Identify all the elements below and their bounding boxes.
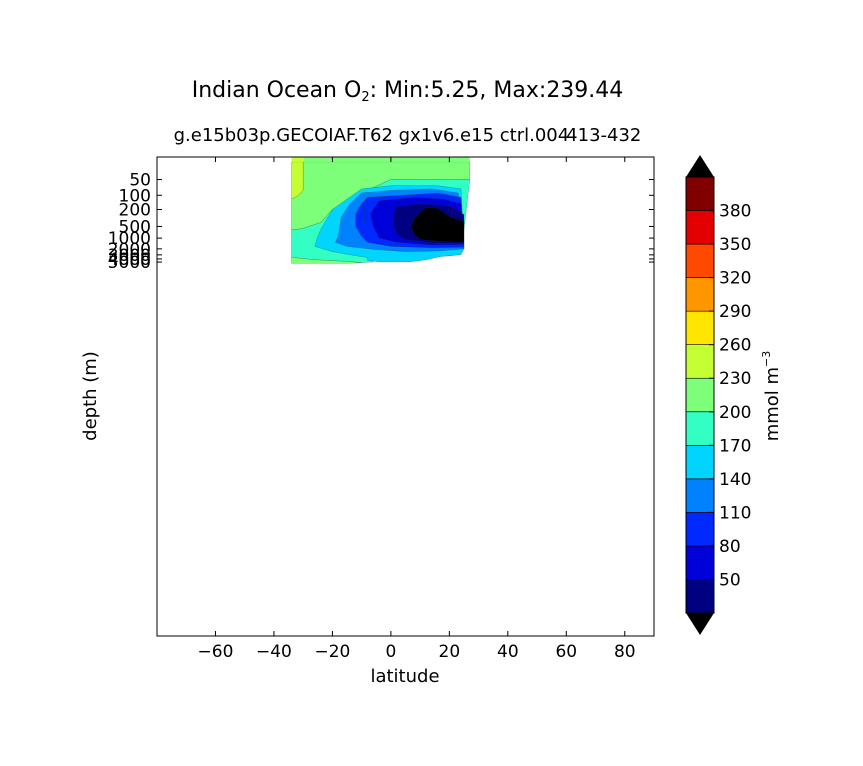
colorbar-tick-label: 320 — [719, 269, 751, 289]
surface-strip — [291, 157, 470, 162]
chart-subtitle: g.e15b03p.GECOIAF.T62 gx1v6.e15 ctrl.004… — [0, 125, 815, 146]
x-tick-label: 60 — [555, 642, 577, 662]
subtitle-run-name: g.e15b03p.GECOIAF.T62 gx1v6.e15 ctrl.004 — [173, 125, 570, 146]
colorbar-segment — [685, 277, 715, 312]
x-tick-label: −20 — [314, 642, 350, 662]
colorbar-tick-label: 290 — [719, 302, 751, 322]
chart-title: Indian Ocean O2: Min:5.25, Max:239.44 — [0, 78, 815, 105]
colorbar-segment — [685, 445, 715, 480]
colorbar-segment — [685, 478, 715, 513]
colorbar-frame — [685, 176, 715, 614]
colorbar-tick-label: 80 — [719, 537, 741, 557]
x-axis: −60 −40 −20 0 20 40 60 80 — [198, 157, 636, 662]
y-tick-label: 200 — [119, 201, 151, 221]
x-tick-label: −40 — [256, 642, 292, 662]
colorbar-segment — [685, 579, 715, 614]
colorbar-segment — [685, 512, 715, 547]
x-tick-label: 20 — [439, 642, 461, 662]
y-tick-label: 4000 — [108, 250, 151, 270]
colorbar-tick-label: 200 — [719, 403, 751, 423]
x-tick-label: 0 — [385, 642, 396, 662]
y-tick-label: 500 — [119, 217, 151, 237]
colorbar-tick-label: 140 — [719, 470, 751, 490]
colorbar-segment — [685, 344, 715, 379]
y-tick-label: 100 — [119, 186, 151, 206]
colorbar-extend-min-arrow — [686, 613, 714, 635]
colorbar-segment — [685, 545, 715, 580]
y-tick-label: 2000 — [108, 240, 151, 260]
chart-title-subscript: 2 — [361, 90, 370, 105]
subtitle-years: 413-432 — [566, 125, 642, 146]
colorbar-label: mmol m−3 — [760, 351, 783, 442]
colorbar-segment — [685, 243, 715, 278]
y-tick-label: 5000 — [108, 253, 151, 273]
colorbar-segment — [685, 377, 715, 413]
y-axis-label: depth (m) — [80, 351, 101, 441]
colorbar-tick-label: 50 — [719, 570, 741, 590]
plot-frame — [156, 156, 655, 637]
colorbar-segment — [685, 411, 715, 446]
x-axis-label: latitude — [370, 666, 439, 687]
surface-fill-south — [291, 157, 304, 162]
colorbar-segment — [685, 310, 715, 345]
colorbar-tick-label: 380 — [719, 202, 751, 222]
colorbar-unit-exponent: −3 — [760, 351, 773, 367]
contour-region-core-low — [411, 207, 465, 243]
y-tick-label: 50 — [129, 171, 151, 191]
colorbar-unit: mmol m — [762, 367, 783, 441]
x-tick-label: −60 — [198, 642, 234, 662]
contour-regions — [291, 161, 471, 264]
colorbar-tick-label: 230 — [719, 369, 751, 389]
colorbar-tick-label: 260 — [719, 336, 751, 356]
colorbar-tick-label: 350 — [719, 235, 751, 255]
contour-region-sliver-low — [364, 204, 368, 225]
surface-fill-north — [303, 157, 470, 162]
x-tick-label: 40 — [497, 642, 519, 662]
y-tick-label: 3000 — [108, 246, 151, 266]
y-tick-label: 1000 — [108, 229, 151, 249]
colorbar-segment — [685, 176, 715, 211]
colorbar-extend-max-arrow — [686, 155, 714, 177]
x-tick-label: 80 — [614, 642, 636, 662]
colorbar-tick-label: 170 — [719, 436, 751, 456]
chart-title-prefix: Indian Ocean O — [191, 78, 362, 103]
colorbar: 50 80 110 140 170 200 230 260 290 320 350 380 — [685, 155, 751, 635]
chart-title-suffix: : Min:5.25, Max:239.44 — [369, 78, 624, 103]
colorbar-segment — [685, 210, 715, 245]
colorbar-tick-label: 110 — [719, 503, 751, 523]
